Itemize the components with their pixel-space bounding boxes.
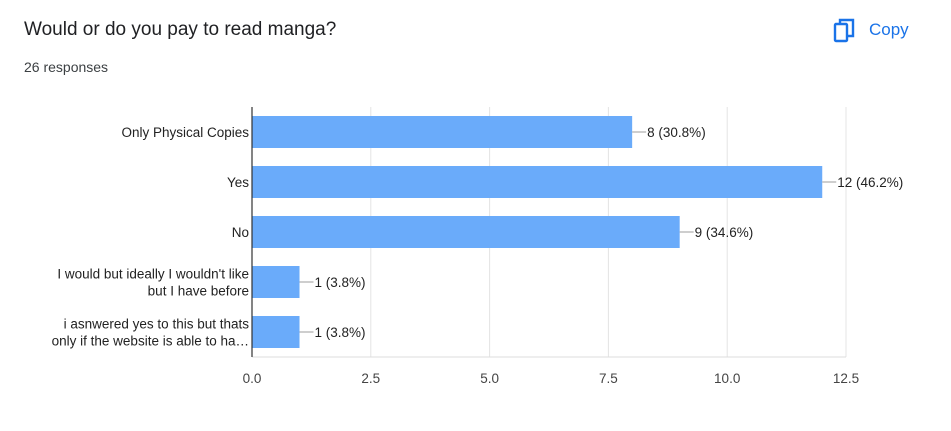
- category-label: No: [232, 225, 249, 240]
- bar: [252, 166, 823, 198]
- x-tick-label: 7.5: [599, 371, 618, 386]
- data-label: 9 (34.6%): [695, 225, 754, 240]
- category-label: Yes: [227, 175, 249, 190]
- bar: [252, 116, 633, 148]
- category-label: but I have before: [148, 284, 249, 299]
- bar: [252, 266, 300, 298]
- bar: [252, 316, 300, 348]
- x-tick-label: 12.5: [833, 371, 859, 386]
- data-label: 1 (3.8%): [315, 325, 366, 340]
- data-label: 12 (46.2%): [837, 175, 903, 190]
- category-label: Only Physical Copies: [121, 125, 249, 140]
- response-count: 26 responses: [24, 59, 109, 75]
- copy-icon: [833, 18, 855, 43]
- category-label: i asnwered yes to this but thats: [64, 317, 250, 332]
- x-tick-label: 10.0: [714, 371, 740, 386]
- x-tick-label: 0.0: [243, 371, 262, 386]
- data-label: 1 (3.8%): [315, 275, 366, 290]
- data-label: 8 (30.8%): [647, 125, 706, 140]
- bar: [252, 216, 680, 248]
- copy-button-label: Copy: [869, 20, 909, 39]
- x-tick-label: 5.0: [480, 371, 499, 386]
- x-tick-label: 2.5: [361, 371, 380, 386]
- question-title: Would or do you pay to read manga?: [24, 19, 337, 40]
- category-label: I would but ideally I wouldn't like: [57, 267, 249, 282]
- copy-button[interactable]: Copy: [833, 14, 943, 46]
- category-label: only if the website is able to ha…: [52, 334, 249, 349]
